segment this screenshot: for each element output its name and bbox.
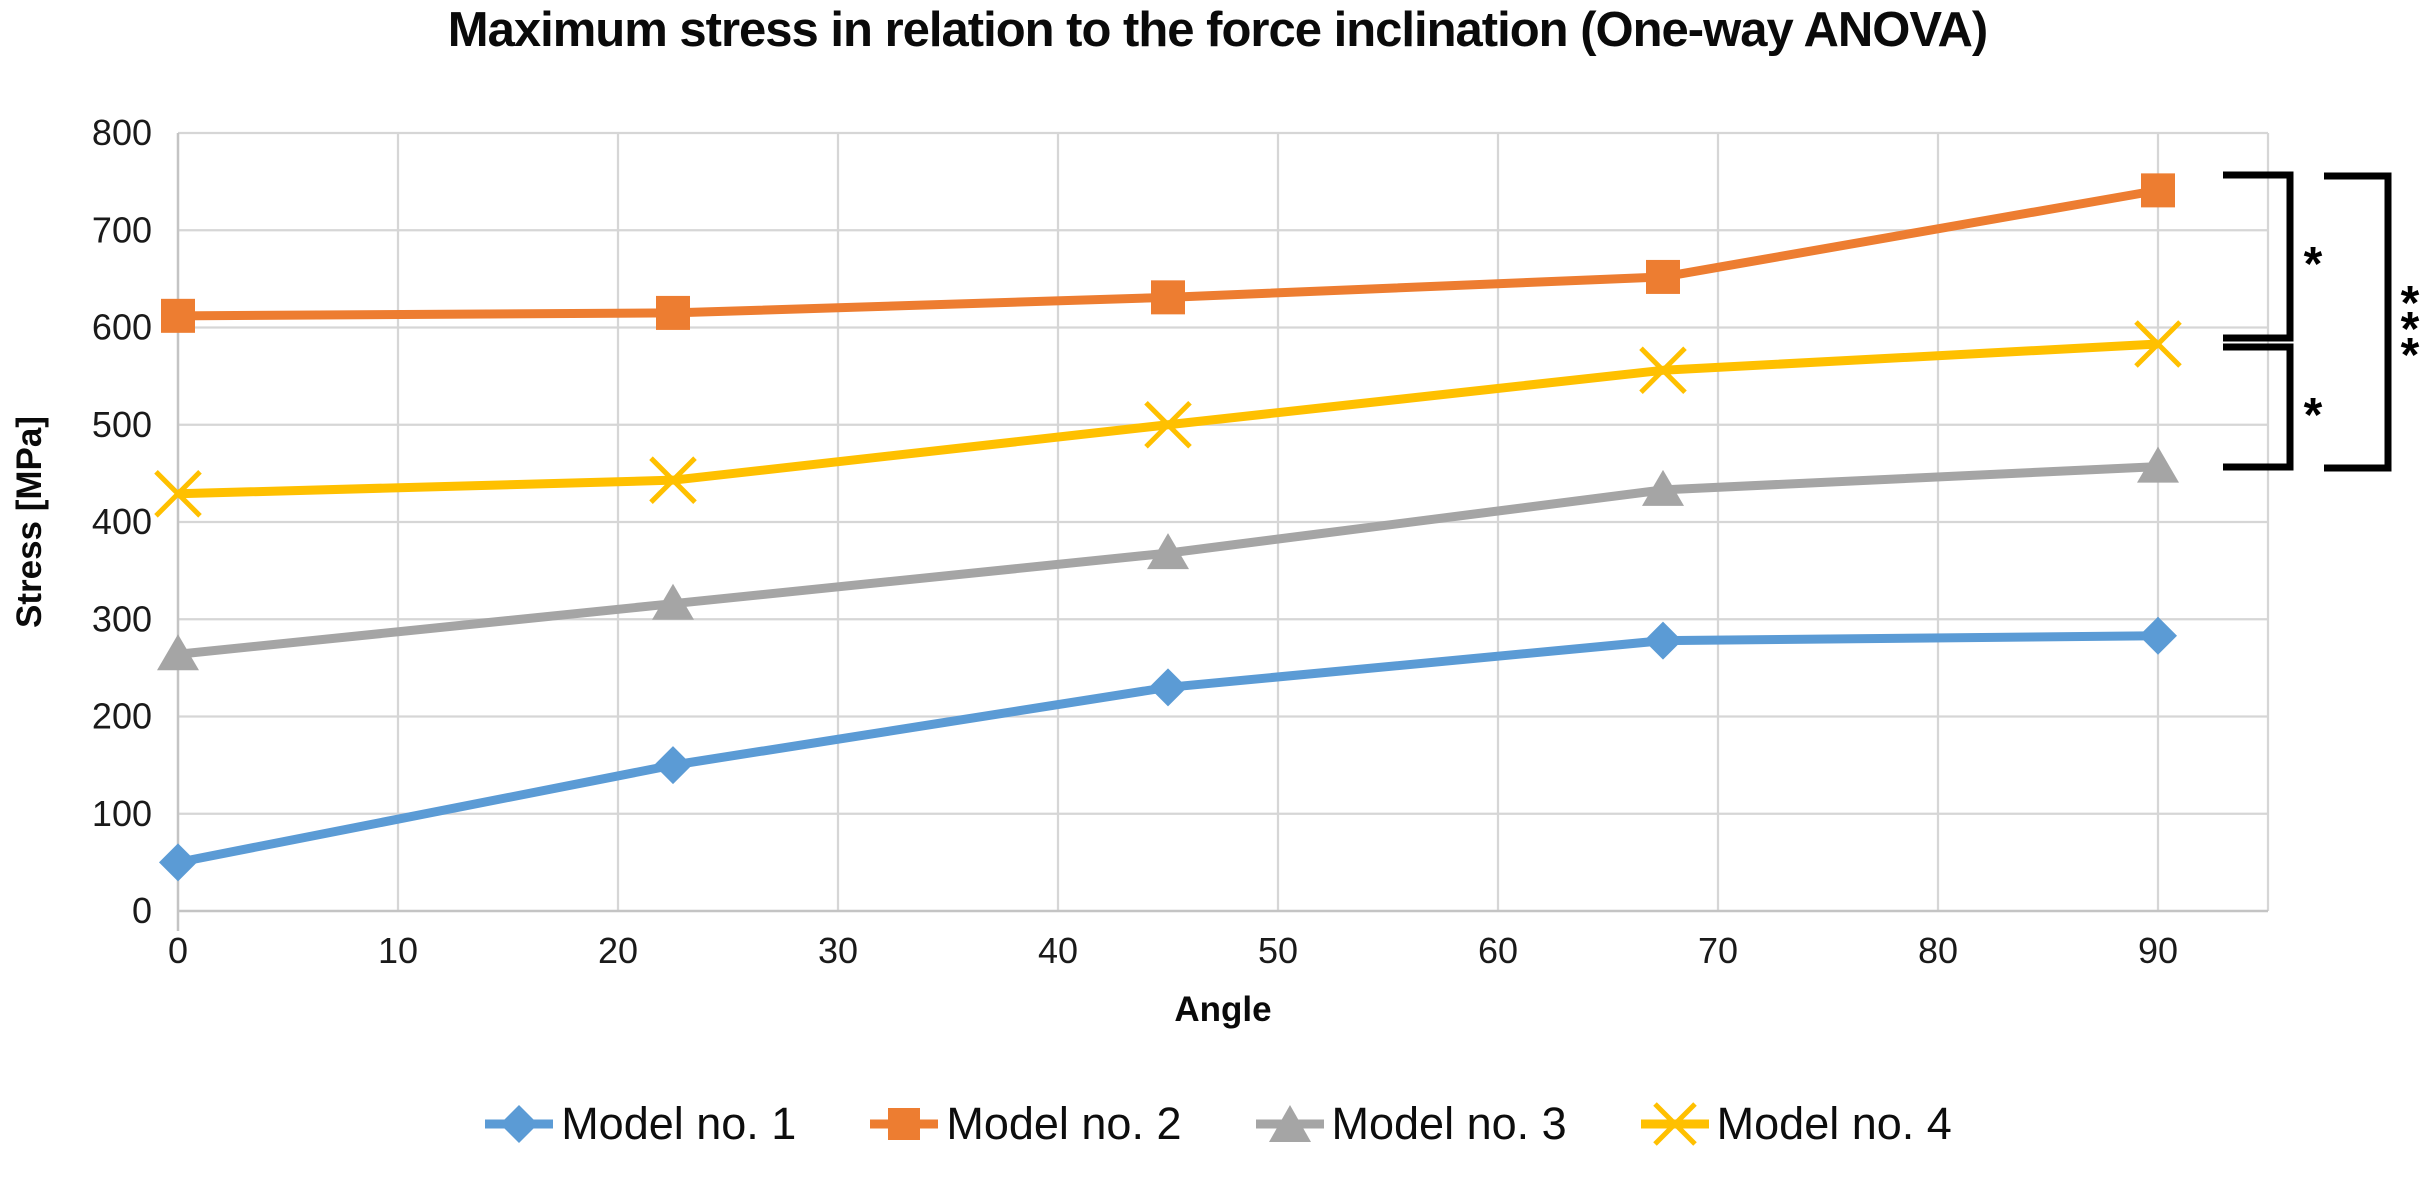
legend-label: Model no. 2 [946,1098,1182,1149]
legend-square [888,1108,921,1140]
data-point-x [2134,320,2182,368]
y-tick-label: 700 [92,209,152,250]
x-tick-label: 30 [818,930,858,971]
x-tick-label: 80 [1918,930,1958,971]
data-point-diamond [1644,621,1682,660]
data-point-square [1151,280,1185,315]
diamond-marker-icon [485,1105,554,1143]
legend-triangle [1268,1105,1311,1142]
square-marker-icon [870,1108,939,1140]
x-tick-label: 90 [2138,930,2178,971]
legend: Model no. 1 Model no. 2 Model no. 3 Mode… [0,1098,2435,1150]
data-point-triangle [157,634,199,671]
legend-item-model-4: Model no. 4 [1639,1098,1952,1150]
x-axis-title: Angle [1174,990,1272,1029]
data-point-x [154,470,202,518]
significance-asterisk: * [2304,389,2323,442]
data-point-square [656,295,690,330]
legend-diamond [500,1105,539,1143]
y-tick-label: 300 [92,598,152,639]
legend-item-model-1: Model no. 1 [483,1098,796,1150]
x-tick-label: 50 [1258,930,1298,971]
y-tick-label: 400 [92,501,152,542]
legend-item-model-3: Model no. 3 [1254,1098,1567,1150]
data-point-diamond [2139,616,2177,655]
data-point-triangle [652,583,694,620]
x-tick-label: 10 [378,930,418,971]
significance-asterisk: * [2401,303,2420,356]
y-tick-label: 100 [92,793,152,834]
x-tick-label: 40 [1038,930,1078,971]
data-point-triangle [1642,469,1684,506]
legend-label: Model no. 3 [1331,1098,1567,1149]
y-tick-label: 600 [92,307,152,348]
data-point-square [161,298,195,333]
legend-label: Model no. 4 [1716,1098,1952,1149]
y-tick-label: 500 [92,404,152,445]
x-tick-label: 20 [598,930,638,971]
chart-title: Maximum stress in relation to the force … [447,3,1988,57]
data-point-square [2141,173,2175,208]
significance-bracket [2324,172,2392,472]
data-point-x [649,456,697,504]
data-point-square [1646,259,1680,294]
data-point-diamond [159,843,197,882]
triangle-marker-icon [1255,1105,1324,1142]
significance-asterisk: * [2304,238,2323,291]
significance-asterisk: * [2401,277,2420,330]
y-axis-title: Stress [MPa] [10,415,49,629]
y-tick-label: 800 [92,112,152,153]
x-marker-icon [1640,1102,1709,1146]
significance-bracket [2223,171,2294,342]
series-line-4 [177,339,2159,499]
legend-item-model-2: Model no. 2 [868,1098,1182,1150]
x-tick-label: 70 [1698,930,1738,971]
y-tick-label: 200 [92,696,152,737]
data-point-diamond [654,746,692,785]
data-point-x [1144,400,1192,449]
data-point-triangle [2137,446,2179,483]
x-tick-label: 60 [1478,930,1518,971]
x-tick-label: 0 [168,930,188,971]
legend-x-stroke [1652,1102,1697,1146]
data-point-diamond [1149,668,1187,707]
significance-asterisk: * [2401,329,2420,382]
plot-area: 0 100 200 300 400 500 600 700 800 0 10 20 30 40 50 60 70… [92,112,2420,971]
y-tick-label: 0 [132,890,152,931]
legend-label: Model no. 1 [561,1098,797,1149]
data-point-x [1639,346,1687,395]
data-point-triangle [1147,533,1189,570]
significance-bracket [2223,343,2294,471]
